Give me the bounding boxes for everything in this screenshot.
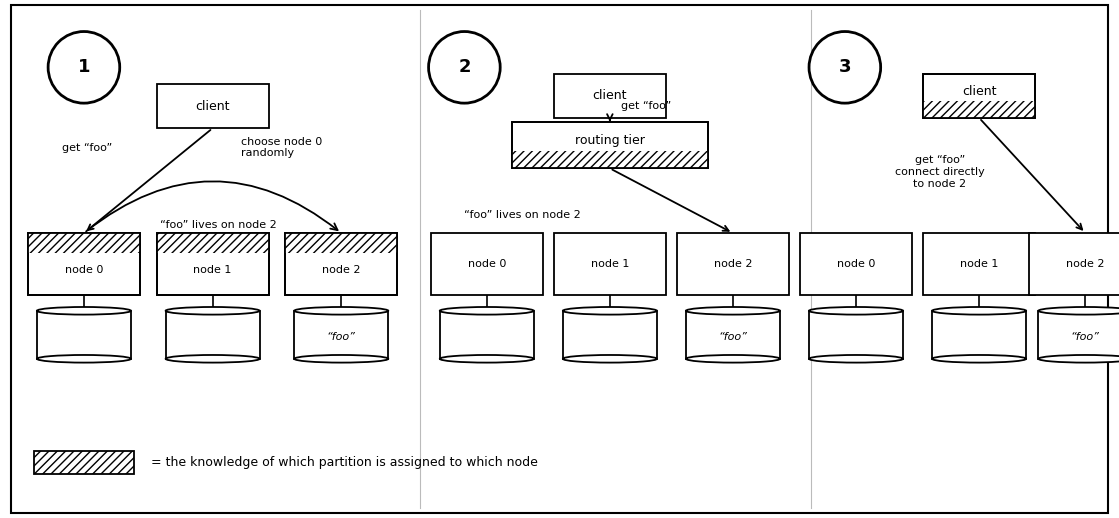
Text: node 2: node 2 — [1066, 259, 1104, 269]
Bar — [800, 233, 912, 295]
Ellipse shape — [563, 355, 657, 363]
Bar — [28, 233, 140, 295]
Bar — [511, 122, 708, 168]
Ellipse shape — [563, 307, 657, 314]
Bar — [1029, 233, 1119, 295]
Bar — [563, 311, 657, 359]
Text: node 0: node 0 — [837, 259, 875, 269]
Bar — [440, 311, 534, 359]
Bar — [285, 233, 397, 295]
Bar — [932, 311, 1026, 359]
Text: “foo”: “foo” — [1071, 332, 1100, 342]
Text: node 1: node 1 — [194, 265, 232, 275]
Ellipse shape — [809, 32, 881, 103]
Ellipse shape — [37, 355, 131, 363]
Ellipse shape — [294, 355, 388, 363]
Bar — [28, 233, 140, 253]
Bar — [554, 233, 666, 295]
Ellipse shape — [686, 355, 780, 363]
Bar — [34, 451, 134, 474]
Bar — [431, 233, 543, 295]
Ellipse shape — [1038, 355, 1119, 363]
Bar — [294, 311, 388, 359]
Text: “foo” lives on node 2: “foo” lives on node 2 — [160, 220, 276, 231]
Bar — [28, 233, 140, 295]
Bar — [166, 311, 260, 359]
Bar — [923, 233, 1035, 295]
Text: node 0: node 0 — [468, 259, 506, 269]
Ellipse shape — [48, 32, 120, 103]
Text: = the knowledge of which partition is assigned to which node: = the knowledge of which partition is as… — [151, 455, 538, 469]
Bar — [285, 233, 397, 295]
Bar — [157, 233, 269, 253]
Ellipse shape — [429, 32, 500, 103]
Text: routing tier: routing tier — [575, 134, 645, 147]
Text: choose node 0
randomly: choose node 0 randomly — [241, 137, 322, 159]
Ellipse shape — [37, 307, 131, 314]
Bar — [809, 311, 903, 359]
Text: node 2: node 2 — [714, 259, 752, 269]
Ellipse shape — [440, 307, 534, 314]
Bar — [511, 151, 708, 168]
Bar — [157, 84, 269, 128]
Ellipse shape — [809, 355, 903, 363]
Text: get “foo”: get “foo” — [621, 101, 671, 111]
Text: “foo”: “foo” — [327, 332, 356, 342]
Text: node 0: node 0 — [65, 265, 103, 275]
Ellipse shape — [440, 355, 534, 363]
Bar — [686, 311, 780, 359]
Bar — [923, 74, 1035, 118]
Bar — [677, 233, 789, 295]
Text: 1: 1 — [77, 59, 91, 76]
Ellipse shape — [809, 307, 903, 314]
Bar — [157, 233, 269, 295]
Ellipse shape — [166, 307, 260, 314]
Text: get “foo”
connect directly
to node 2: get “foo” connect directly to node 2 — [895, 155, 985, 189]
Text: “foo”: “foo” — [718, 332, 747, 342]
Bar — [37, 311, 131, 359]
Text: 3: 3 — [838, 59, 852, 76]
Text: client: client — [962, 85, 996, 98]
Bar — [554, 74, 666, 118]
Ellipse shape — [686, 307, 780, 314]
Bar — [157, 233, 269, 295]
Ellipse shape — [1038, 307, 1119, 314]
FancyArrowPatch shape — [86, 181, 338, 232]
Bar — [1038, 311, 1119, 359]
Bar — [923, 74, 1035, 118]
Text: get “foo”: get “foo” — [62, 142, 112, 153]
Bar — [511, 122, 708, 168]
Bar — [285, 233, 397, 253]
Ellipse shape — [932, 355, 1026, 363]
Text: 2: 2 — [458, 59, 471, 76]
Text: “foo” lives on node 2: “foo” lives on node 2 — [464, 210, 581, 220]
Text: node 2: node 2 — [322, 265, 360, 275]
Text: node 1: node 1 — [960, 259, 998, 269]
Ellipse shape — [166, 355, 260, 363]
Ellipse shape — [294, 307, 388, 314]
Bar — [923, 101, 1035, 118]
Ellipse shape — [932, 307, 1026, 314]
Text: node 1: node 1 — [591, 259, 629, 269]
Text: client: client — [593, 89, 627, 103]
Text: client: client — [196, 99, 229, 113]
